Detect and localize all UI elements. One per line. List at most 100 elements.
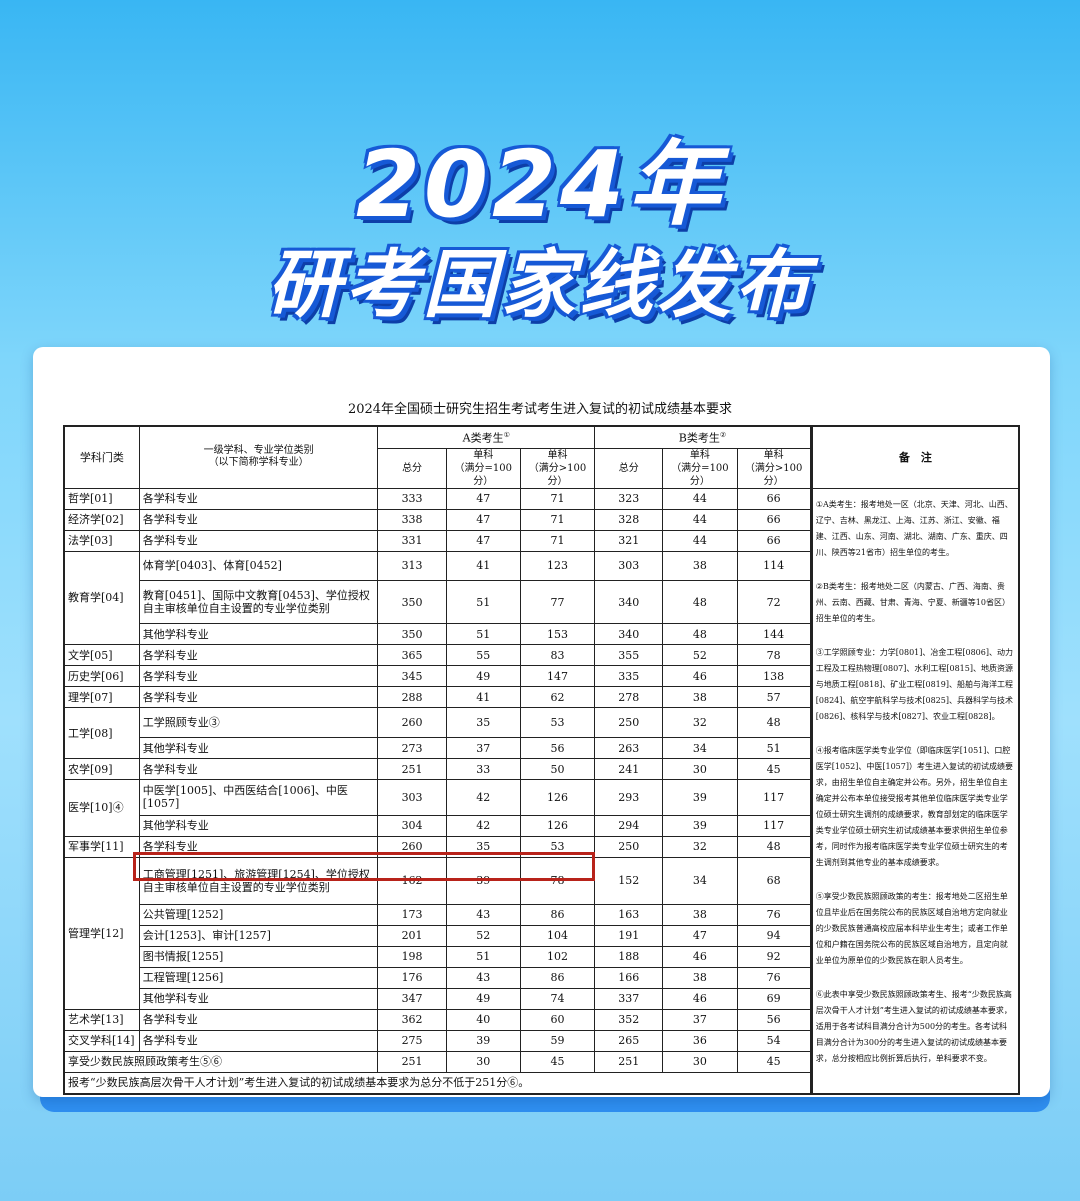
score-b-single-over100: 69: [736, 987, 812, 1010]
score-a-single-over100: 123: [519, 550, 596, 582]
category-cell: 教育学[04]: [63, 550, 140, 646]
score-b-total: 352: [594, 1008, 664, 1031]
score-a-total: 198: [377, 945, 447, 968]
score-b-total: 323: [594, 487, 664, 510]
category-cell: 法学[03]: [63, 529, 140, 552]
header-notes: 备 注: [809, 425, 1020, 489]
header-b-single-100: 单科 （满分=100分）: [662, 447, 738, 489]
score-b-total: 188: [594, 945, 664, 968]
score-a-single-100: 51: [445, 623, 521, 646]
score-a-single-over100: 50: [519, 758, 596, 780]
score-b-single-over100: 144: [736, 623, 812, 646]
score-a-single-over100: 71: [519, 487, 596, 510]
score-a-single-over100: 126: [519, 779, 596, 816]
score-a-single-100: 37: [445, 737, 521, 759]
category-cell: 军事学[11]: [63, 835, 140, 858]
score-b-total: 263: [594, 737, 664, 759]
score-a-single-100: 47: [445, 529, 521, 552]
score-b-single-over100: 66: [736, 508, 812, 531]
score-b-single-over100: 76: [736, 966, 812, 989]
subject-cell: 各学科专业: [138, 665, 379, 688]
score-a-total: 313: [377, 550, 447, 582]
score-a-single-over100: 126: [519, 814, 596, 837]
category-cell: 交叉学科[14]: [63, 1029, 140, 1052]
score-b-single-100: 36: [662, 1029, 738, 1052]
score-b-single-100: 37: [662, 1008, 738, 1031]
score-a-single-100: 49: [445, 987, 521, 1010]
header-subject-label: 一级学科、专业学位类别: [203, 445, 314, 457]
score-b-single-100: 38: [662, 903, 738, 926]
score-a-total: 333: [377, 487, 447, 510]
subject-cell: 各学科专业: [138, 1029, 379, 1052]
table-row: 哲学[01] 各学科专业 333 47 71 323 44 66 ①A类考生：报考地处一区（北京…: [63, 487, 1020, 1094]
score-b-single-over100: 56: [736, 1008, 812, 1031]
score-b-single-100: 38: [662, 550, 738, 582]
score-a-single-over100: 78: [519, 856, 596, 905]
score-b-single-100: 30: [662, 758, 738, 780]
score-a-single-100: 42: [445, 779, 521, 816]
score-b-total: 265: [594, 1029, 664, 1052]
score-a-single-100: 52: [445, 924, 521, 947]
category-cell: 哲学[01]: [63, 487, 140, 510]
score-b-total: 293: [594, 779, 664, 816]
header-group-a: A类考生①: [377, 425, 596, 449]
hero-subtitle: 研考国家线发布: [267, 242, 813, 328]
score-b-total: 251: [594, 1050, 664, 1073]
footer-row: 报考“少数民族高层次骨干人才计划”考生进入复试的初试成绩基本要求为总分不低于25…: [63, 1071, 1019, 1094]
score-a-single-over100: 71: [519, 508, 596, 531]
score-a-single-100: 39: [445, 1029, 521, 1052]
subject-cell: 其他学科专业: [138, 737, 379, 759]
score-b-single-over100: 117: [736, 814, 812, 837]
score-b-total: 328: [594, 508, 664, 531]
score-b-single-over100: 94: [736, 924, 812, 947]
score-b-total: 250: [594, 707, 664, 738]
score-b-single-100: 34: [662, 856, 738, 905]
hero-year-title: 2024年: [355, 131, 725, 238]
table-row: 艺术学[13] 各学科专业 362 40 60 352 37 56: [63, 1008, 1019, 1031]
score-a-total: 350: [377, 580, 447, 625]
score-b-single-over100: 66: [736, 529, 812, 552]
subject-cell: 工商管理[1251]、旅游管理[1254]、学位授权自主审核单位自主设置的专业学…: [138, 856, 379, 905]
score-a-single-100: 30: [445, 1050, 521, 1073]
score-b-total: 335: [594, 665, 664, 688]
score-a-single-100: 41: [445, 550, 521, 582]
category-cell: 工学[08]: [63, 707, 140, 759]
score-a-single-100: 55: [445, 644, 521, 667]
score-b-single-100: 46: [662, 987, 738, 1010]
header-a-total: 总分: [377, 447, 447, 489]
table-row: 其他学科专业 273 37 56 263 34 51: [64, 737, 1019, 759]
full-over100-label: （满分>100分）: [528, 462, 587, 487]
table-row: 医学[10]④ 中医学[1005]、中西医结合[1006]、中医[1057] 303…: [63, 779, 1019, 837]
score-b-total: 321: [594, 529, 664, 552]
score-b-single-over100: 68: [736, 856, 812, 905]
score-a-single-over100: 77: [519, 580, 596, 625]
score-b-single-100: 39: [662, 779, 738, 816]
score-b-total: 191: [594, 924, 664, 947]
score-a-total: 304: [377, 814, 447, 837]
note-item: ③工学照顾专业：力学[0801]、冶金工程[0806]、动力工程及工程热物理[0…: [815, 647, 1013, 721]
score-a-single-100: 43: [445, 903, 521, 926]
score-b-single-over100: 45: [736, 1050, 812, 1073]
score-b-total: 340: [594, 580, 664, 625]
score-a-single-100: 42: [445, 814, 521, 837]
table-row: 教育[0451]、国际中文教育[0453]、学位授权自主审核单位自主设置的专业学…: [64, 580, 1019, 625]
score-a-single-over100: 62: [519, 686, 596, 709]
score-b-single-100: 48: [662, 580, 738, 625]
note-item: ④报考临床医学类专业学位（即临床医学[1051]、口腔医学[1052]、中医[1…: [815, 745, 1013, 867]
score-b-single-over100: 66: [736, 487, 812, 510]
group-b-mark: ②: [719, 431, 727, 440]
subject-cell: 中医学[1005]、中西医结合[1006]、中医[1057]: [138, 779, 379, 816]
score-a-total: 350: [377, 623, 447, 646]
full-100-label: （满分=100分）: [671, 462, 729, 487]
score-a-single-100: 47: [445, 487, 521, 510]
table-row: 农学[09] 各学科专业 251 33 50 241 30 45: [63, 758, 1019, 780]
score-b-single-100: 34: [662, 737, 738, 759]
subject-cell: 其他学科专业: [138, 623, 379, 646]
single-label: 单科: [473, 449, 494, 461]
score-b-single-over100: 45: [736, 758, 812, 780]
subject-cell: 各学科专业: [138, 529, 379, 552]
score-b-total: 340: [594, 623, 664, 646]
header-b-total: 总分: [594, 447, 664, 489]
table-row: 管理学[12] 工商管理[1251]、旅游管理[1254]、学位授权自主审核单位自…: [63, 856, 1019, 1010]
category-cell: 农学[09]: [63, 758, 140, 780]
